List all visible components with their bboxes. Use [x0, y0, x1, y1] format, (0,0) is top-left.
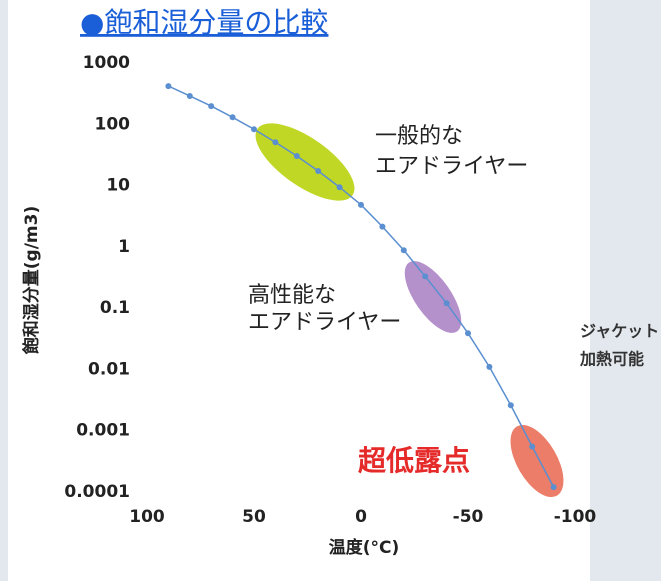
- highlight-red: [510, 424, 564, 498]
- point: [272, 139, 279, 146]
- point: [379, 223, 386, 230]
- y-tick-label: 0.01: [88, 359, 130, 379]
- point: [336, 184, 343, 191]
- y-axis-label: 飽和湿分量(g/m3): [21, 206, 42, 355]
- point: [251, 126, 257, 133]
- point: [186, 92, 193, 99]
- annotation: 超低露点: [358, 444, 470, 477]
- point: [229, 114, 236, 121]
- point: [293, 152, 300, 159]
- point: [165, 83, 172, 90]
- y-tick-label: 100: [95, 114, 131, 134]
- y-tick-label: 10: [106, 176, 130, 196]
- side-text: 加熱可能: [579, 350, 644, 369]
- point: [465, 330, 471, 337]
- point: [315, 167, 322, 174]
- point: [358, 201, 364, 208]
- point: [550, 484, 557, 491]
- y-tick-label: 1: [118, 237, 130, 257]
- y-tick-label: 0.0001: [64, 482, 130, 502]
- panel: [8, 0, 590, 581]
- point: [486, 363, 493, 370]
- x-tick-label: -100: [554, 507, 597, 527]
- side-text: ジャケット: [580, 322, 659, 341]
- annotation: 高性能な: [248, 283, 336, 308]
- x-tick-label: 100: [129, 507, 165, 527]
- x-axis-label: 温度(°C): [329, 537, 400, 558]
- x-tick-label: 0: [355, 507, 367, 527]
- annotation: 一般的な: [375, 124, 463, 149]
- point: [507, 402, 514, 409]
- highlight-purple: [404, 261, 462, 333]
- point: [529, 443, 536, 450]
- point: [443, 300, 450, 307]
- point: [400, 247, 407, 254]
- x-tick-label: -50: [453, 507, 484, 527]
- point: [208, 103, 215, 110]
- annotation: エアドライヤー: [248, 310, 401, 335]
- x-tick-label: 50: [242, 507, 266, 527]
- point: [422, 273, 429, 280]
- y-tick-label: 1000: [83, 53, 130, 73]
- annotation: エアドライヤー: [375, 154, 528, 179]
- y-tick-label: 0.1: [100, 298, 130, 318]
- chart-title: ●飽和湿分量の比較: [80, 6, 328, 39]
- y-tick-label: 0.001: [76, 421, 130, 441]
